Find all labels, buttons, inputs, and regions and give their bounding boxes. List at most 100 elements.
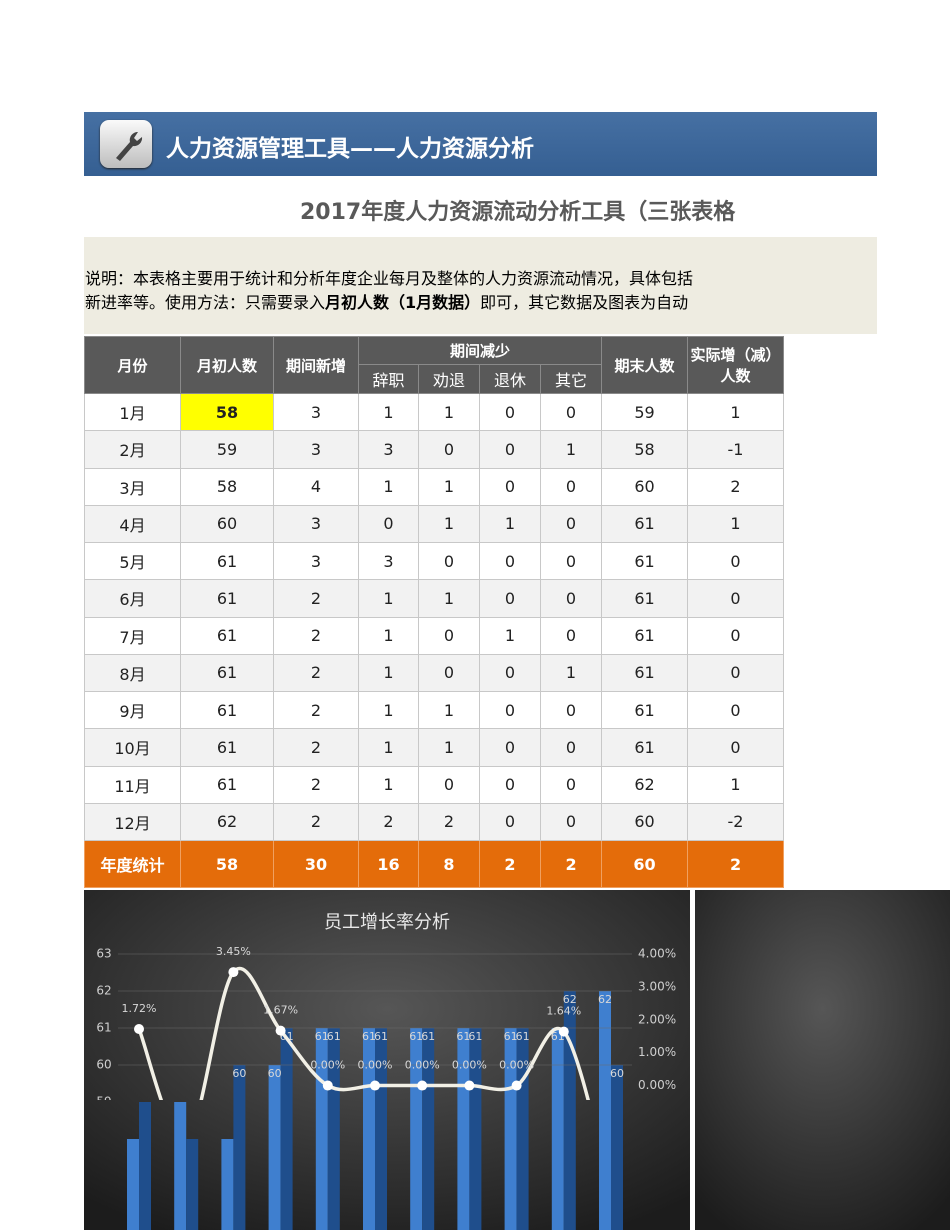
cell: 1: [418, 504, 480, 544]
cell: 1: [358, 765, 419, 804]
y-tick-label: 60: [96, 1058, 111, 1072]
cell: 0: [479, 728, 541, 767]
y2-tick-label: 1.00%: [638, 1045, 676, 1059]
cell: 1: [687, 765, 785, 804]
cell: 0: [539, 765, 603, 804]
bar: [422, 1028, 435, 1230]
bar-label: 62: [563, 993, 577, 1006]
text: 即可，其它数据及图表为自动: [480, 293, 689, 312]
rate-point: [464, 1080, 475, 1091]
cell: 1: [358, 690, 419, 730]
bar-label: 61: [374, 1030, 388, 1043]
bar: [611, 1065, 623, 1230]
bar: [221, 1139, 234, 1230]
cell: 0: [687, 541, 785, 581]
cell: 月份: [84, 336, 181, 394]
cell: 退休: [479, 364, 541, 394]
cell: 4月: [84, 504, 181, 544]
cell: 60: [601, 802, 689, 842]
cell: 2: [273, 616, 359, 655]
cell: 9月: [84, 690, 181, 730]
rate-label: 1.72%: [122, 1002, 157, 1015]
cell: 0: [418, 616, 480, 655]
cell: -1: [687, 430, 785, 469]
cell: 3: [273, 541, 359, 581]
cell: 62: [180, 802, 274, 842]
desc-line: 新进率等。使用方法：只需要录入月初人数（1月数据）即可，其它数据及图表为自动: [85, 289, 785, 313]
bar-label: 61: [504, 1030, 518, 1043]
rate-point: [417, 1080, 428, 1091]
cell: -2: [687, 802, 785, 842]
cell: 10月: [84, 728, 181, 767]
wrench: [116, 131, 143, 161]
rate-point: [322, 1080, 333, 1091]
title: 人力资源管理工具——人力资源分析: [166, 136, 534, 162]
cell: 59: [601, 392, 689, 432]
cell: 61: [180, 616, 274, 655]
bar: [599, 991, 611, 1230]
subtitle: 2017年度人力资源流动分析工具（三张表格: [300, 200, 736, 225]
chart-title: 员工增长率分析: [324, 912, 450, 933]
cell: 8: [418, 840, 480, 888]
row: 2月 59 3 3 0 0 1 58 -1: [84, 430, 785, 469]
rate-point: [558, 1026, 569, 1037]
row: 8月 61 2 1 0 0 1 61 0: [84, 653, 785, 693]
cell: 2: [273, 579, 359, 618]
row: 4月 60 3 0 1 1 0 61 1: [84, 504, 785, 544]
cell: 0: [539, 467, 603, 506]
cell: 1: [479, 504, 541, 544]
cell: 1: [418, 579, 480, 618]
rate-line: [137, 967, 590, 1100]
rate-label: 0.00%: [310, 1059, 345, 1072]
row: 6月 61 2 1 1 0 0 61 0: [84, 579, 785, 618]
rate-point: [275, 1025, 286, 1036]
cell: 2: [418, 802, 480, 842]
cell: 60: [180, 504, 274, 544]
rate-label: 3.45%: [216, 945, 251, 958]
cell: 62: [601, 765, 689, 804]
bar: [186, 1139, 199, 1230]
cell: 0: [539, 541, 603, 581]
row: 年度统计 58 30 16 8 2 2 60 2: [84, 840, 785, 888]
rate-label: 0.00%: [499, 1059, 534, 1072]
cell: 2: [273, 653, 359, 693]
cell: 58: [180, 840, 274, 888]
cell: 61: [180, 653, 274, 693]
bar: [139, 1102, 151, 1230]
cell: 61: [180, 579, 274, 618]
cell: 1: [418, 392, 480, 432]
cell: 0: [418, 430, 480, 469]
cell: 61: [601, 504, 689, 544]
cell: 期间新增: [273, 336, 359, 394]
chart-panel: [695, 890, 950, 1230]
cell: 30: [273, 840, 359, 888]
bar: [363, 1028, 375, 1230]
cell: 3: [273, 392, 359, 432]
cell: 0: [687, 690, 785, 730]
bar-label: 61: [468, 1030, 482, 1043]
cell: 61: [601, 579, 689, 618]
description: 说明：本表格主要用于统计和分析年度企业每月及整体的人力资源流动情况，具体包括 新…: [84, 237, 877, 334]
cell: 61: [180, 690, 274, 730]
cell: 月初人数: [180, 336, 274, 394]
bar: [127, 1139, 139, 1230]
cell: 2: [358, 802, 419, 842]
cell: 1: [687, 504, 785, 544]
cell: 60: [601, 840, 689, 888]
cell: 11月: [84, 765, 181, 804]
cell: 1: [358, 392, 419, 432]
cell: 2: [687, 840, 785, 888]
row: 7月 61 2 1 0 1 0 61 0: [84, 616, 785, 655]
y2-tick-label: 4.00%: [638, 947, 676, 961]
cell: 1: [418, 690, 480, 730]
bar-label: 61: [456, 1030, 470, 1043]
cell: 2: [273, 802, 359, 842]
y-tick-label: 63: [96, 947, 111, 961]
cell: 7月: [84, 616, 181, 655]
row: 9月 61 2 1 1 0 0 61 0: [84, 690, 785, 730]
desc-line: 说明：本表格主要用于统计和分析年度企业每月及整体的人力资源流动情况，具体包括: [85, 269, 694, 288]
flow-table: 月份 月初人数 期间新增 期间减少 期末人数 实际增（减）人数 辞职 劝退 退休 其它 1月 58 3 1…: [84, 336, 785, 888]
cell: 年度统计: [84, 840, 181, 888]
